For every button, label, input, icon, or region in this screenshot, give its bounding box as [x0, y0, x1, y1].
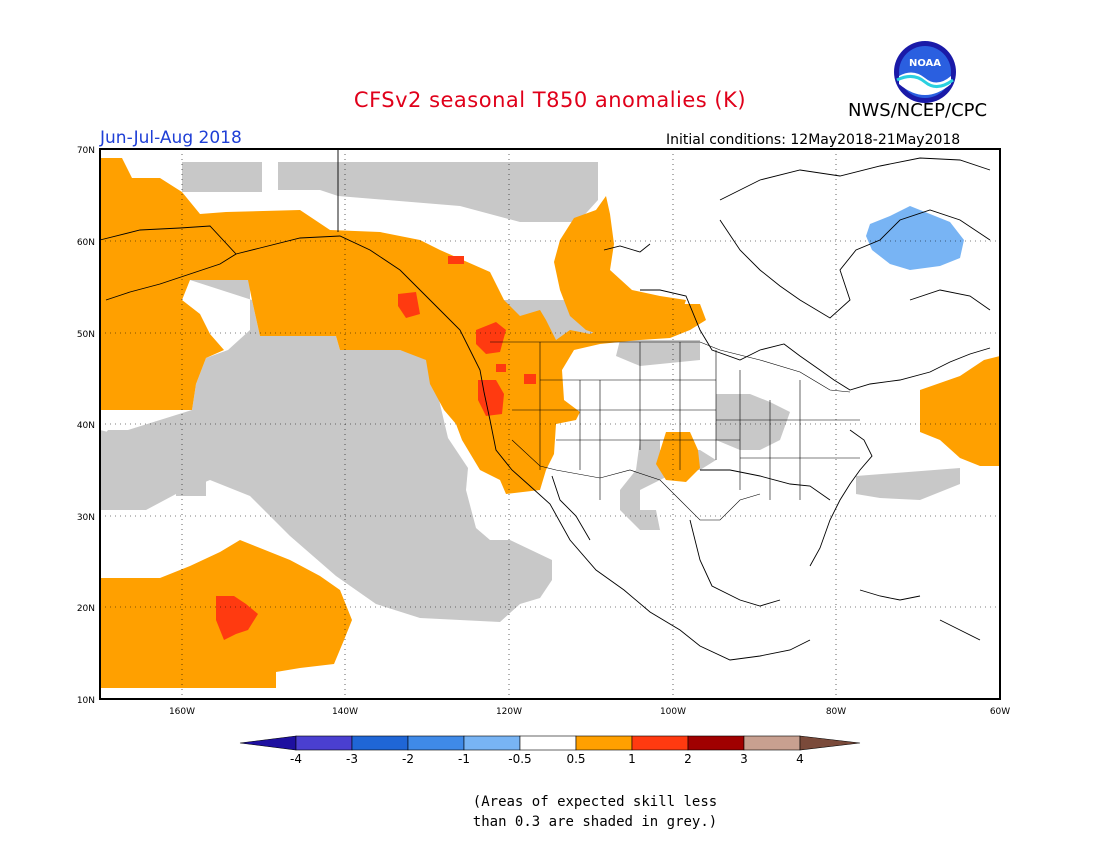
lon-label: 80W [826, 707, 846, 717]
colorbar-segment [463, 735, 521, 751]
colorbar [239, 735, 861, 751]
colorbar-segment [631, 735, 689, 751]
coastlines [99, 150, 991, 661]
lon-label: 160W [169, 707, 195, 717]
colorbar-labels: -4 -3 -2 -1 -0.5 0.5 1 2 3 4 [290, 752, 804, 766]
colorbar-label: -4 [290, 752, 302, 766]
colorbar-segment [687, 735, 745, 751]
lat-label: 30N [77, 513, 95, 523]
lon-label: 60W [990, 707, 1010, 717]
colorbar-label: 0.5 [566, 752, 585, 766]
lat-label: 20N [77, 604, 95, 614]
skill-note-line-1: (Areas of expected skill less [472, 794, 718, 810]
latitude-labels: 70N 60N 50N 40N 30N 20N 10N [77, 146, 95, 706]
initial-conditions-label: Initial conditions: 12May2018-21May2018 [666, 132, 961, 148]
lat-label: 60N [77, 238, 95, 248]
colorbar-label: 3 [740, 752, 748, 766]
colorbar-segment [351, 735, 409, 751]
blue-anomaly-areas [866, 206, 964, 270]
colorbar-segment [295, 735, 353, 751]
colorbar-segment [407, 735, 465, 751]
noaa-logo: NOAA [894, 41, 956, 103]
colorbar-label: 4 [796, 752, 804, 766]
noaa-logo-text: NOAA [909, 58, 941, 69]
colorbar-segment [743, 735, 801, 751]
lon-label: 100W [660, 707, 686, 717]
red-anomaly-areas [216, 256, 536, 640]
graticule [100, 149, 1000, 699]
skill-note: (Areas of expected skill less than 0.3 a… [0, 792, 1100, 832]
agency-label: NWS/NCEP/CPC [848, 100, 988, 121]
lon-label: 140W [332, 707, 358, 717]
colorbar-segment [519, 735, 577, 751]
colorbar-arrow-high [799, 735, 861, 751]
colorbar-label: -0.5 [508, 752, 531, 766]
colorbar-label: -1 [458, 752, 470, 766]
colorbar-label: -2 [402, 752, 414, 766]
longitude-labels: 160W 140W 120W 100W 80W 60W [169, 707, 1010, 717]
lat-label: 10N [77, 696, 95, 706]
map-title: CFSv2 seasonal T850 anomalies (K) [353, 88, 747, 112]
grey-low-skill-areas [100, 162, 960, 622]
lat-label: 40N [77, 421, 95, 431]
map-frame [99, 148, 1001, 700]
skill-note-line-2: than 0.3 are shaded in grey.) [472, 814, 718, 830]
colorbar-segment [575, 735, 633, 751]
colorbar-label: 1 [628, 752, 636, 766]
season-label: Jun-Jul-Aug 2018 [100, 128, 242, 148]
political-borders [490, 341, 860, 521]
colorbar-label: 2 [684, 752, 692, 766]
lat-label: 50N [77, 330, 95, 340]
lat-label: 70N [77, 146, 95, 156]
colorbar-arrow-low [239, 735, 297, 751]
colorbar-label: -3 [346, 752, 358, 766]
lon-label: 120W [496, 707, 522, 717]
